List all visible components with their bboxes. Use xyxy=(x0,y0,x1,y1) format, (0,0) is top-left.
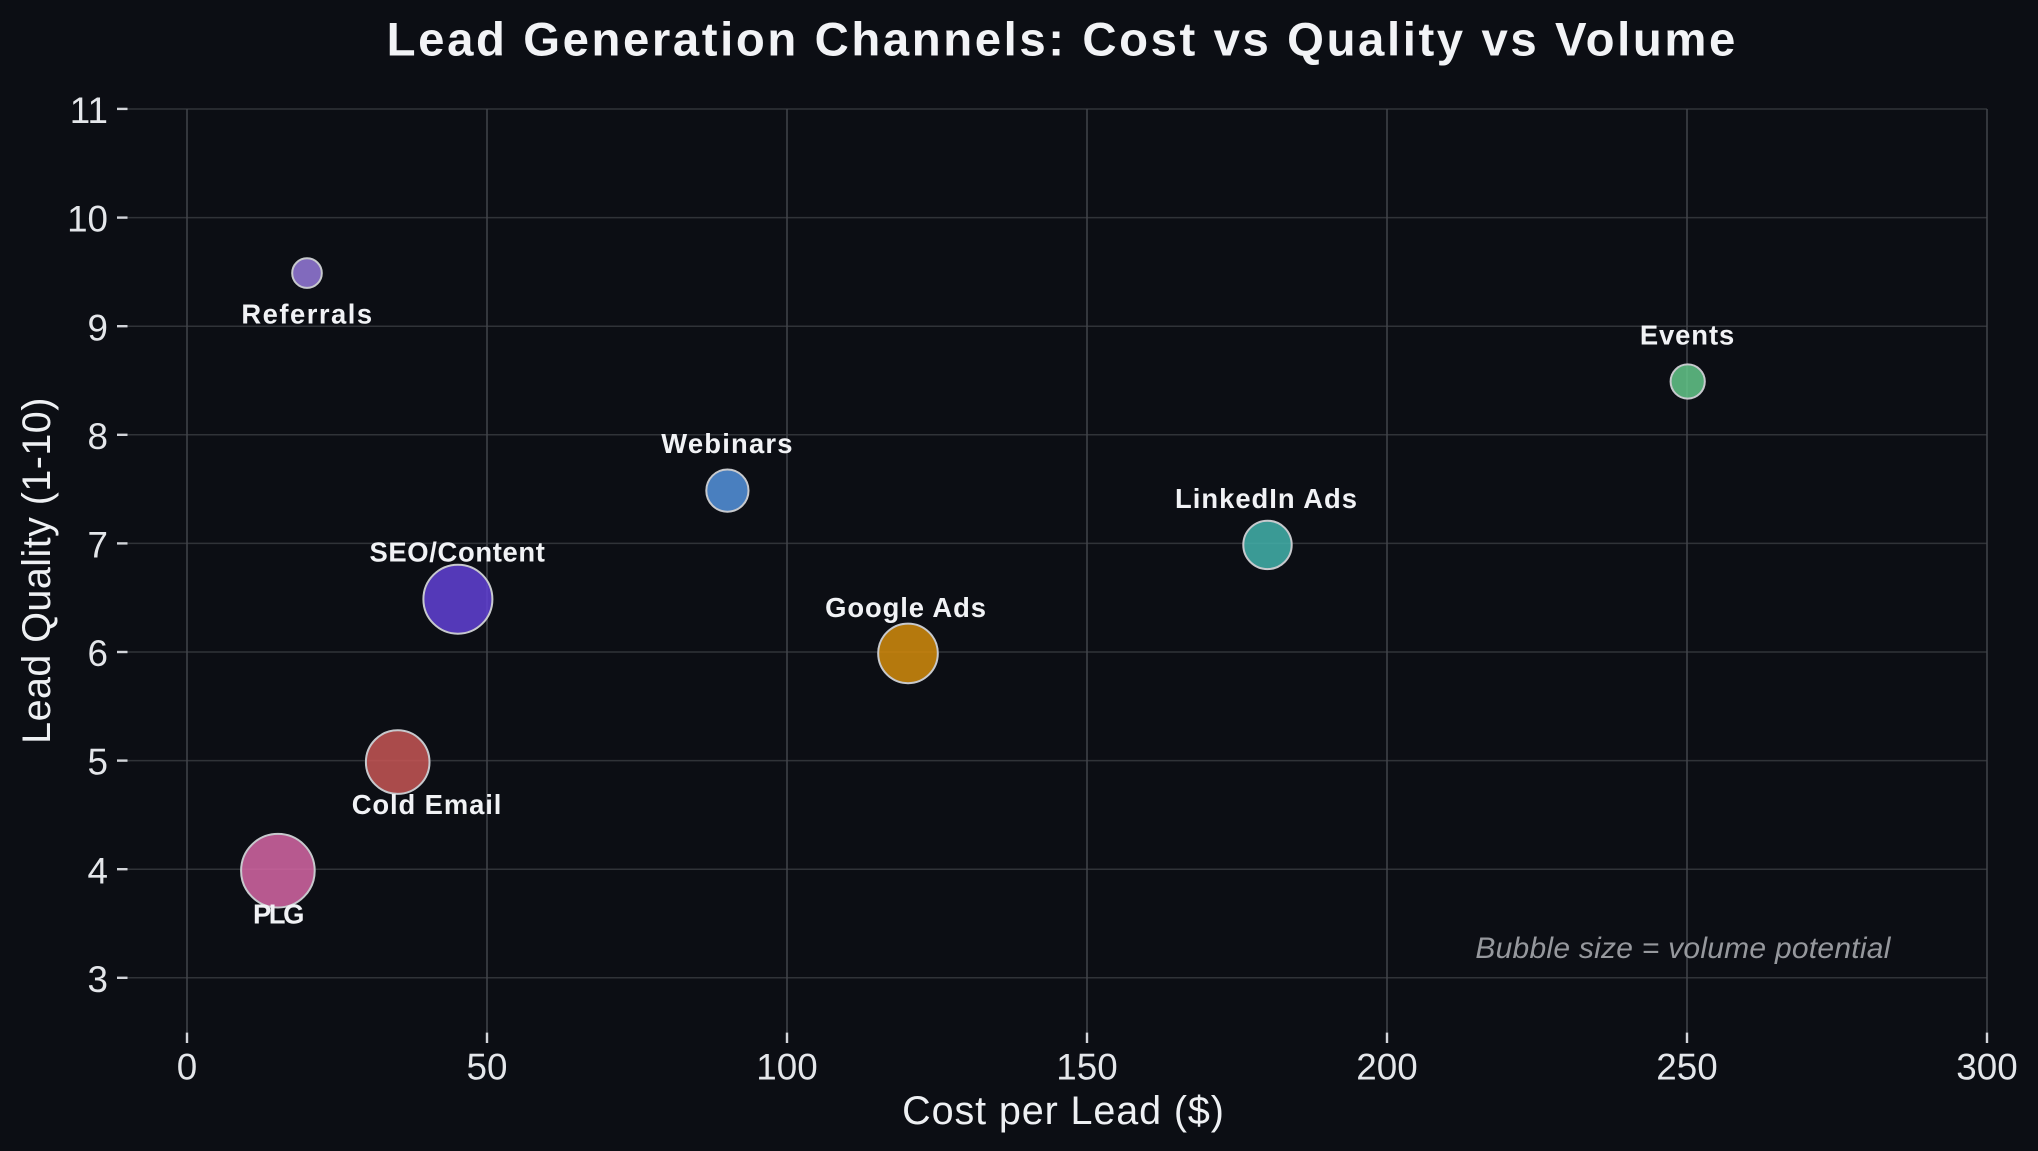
svg-text:Cost per Lead ($): Cost per Lead ($) xyxy=(902,1089,1225,1133)
svg-text:Events: Events xyxy=(1640,319,1735,350)
svg-text:200: 200 xyxy=(1356,1047,1417,1088)
svg-text:LinkedIn Ads: LinkedIn Ads xyxy=(1175,483,1358,514)
svg-text:7: 7 xyxy=(88,525,108,566)
svg-text:50: 50 xyxy=(467,1047,508,1088)
svg-text:4: 4 xyxy=(88,850,108,891)
svg-text:5: 5 xyxy=(88,742,108,783)
svg-text:6: 6 xyxy=(88,633,108,674)
svg-text:Referrals: Referrals xyxy=(241,299,373,330)
svg-text:9: 9 xyxy=(88,307,108,348)
svg-text:100: 100 xyxy=(756,1047,817,1088)
svg-text:10: 10 xyxy=(67,199,108,240)
svg-text:300: 300 xyxy=(1956,1047,2017,1088)
svg-text:Lead Quality (1-10): Lead Quality (1-10) xyxy=(15,397,59,744)
svg-text:11: 11 xyxy=(70,90,108,131)
svg-text:Webinars: Webinars xyxy=(661,428,793,459)
svg-text:PLG: PLG xyxy=(253,898,303,929)
svg-text:0: 0 xyxy=(177,1047,197,1088)
svg-text:Cold Email: Cold Email xyxy=(352,789,503,820)
svg-text:SEO/Content: SEO/Content xyxy=(369,537,545,568)
svg-text:Bubble size = volume potential: Bubble size = volume potential xyxy=(1475,932,1891,965)
svg-text:Google Ads: Google Ads xyxy=(825,592,987,623)
svg-text:8: 8 xyxy=(88,416,108,457)
svg-text:250: 250 xyxy=(1656,1047,1717,1088)
svg-text:3: 3 xyxy=(88,959,108,1000)
svg-text:150: 150 xyxy=(1056,1047,1117,1088)
svg-text:Lead Generation Channels: Cost: Lead Generation Channels: Cost vs Qualit… xyxy=(387,13,1738,66)
